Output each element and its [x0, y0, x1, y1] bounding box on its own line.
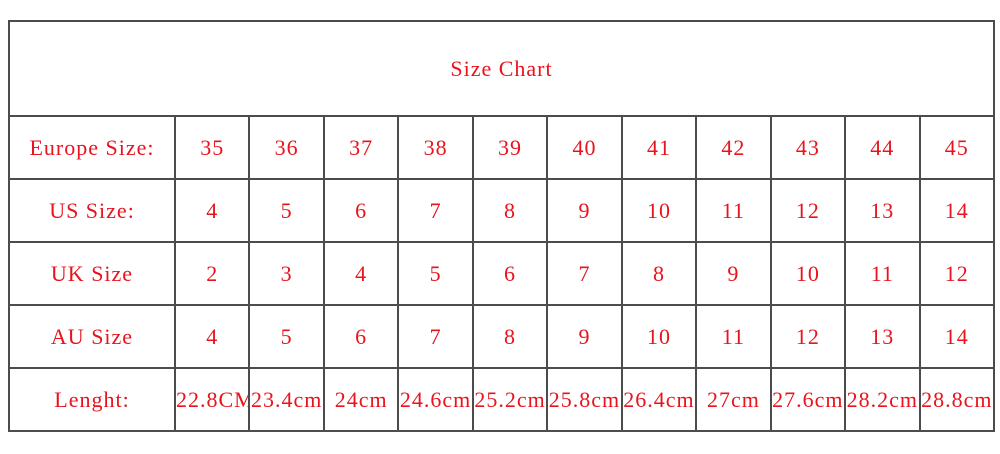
size-cell: 9 — [546, 178, 623, 243]
size-cell: 40 — [546, 115, 623, 180]
size-cell: 2 — [173, 241, 251, 306]
table-row: US Size: 4 5 6 7 8 9 10 11 12 13 14 — [8, 178, 996, 243]
row-label: UK Size — [8, 241, 176, 306]
size-cell: 9 — [546, 304, 623, 369]
size-cell: 12 — [918, 241, 996, 306]
size-cell: 10 — [769, 241, 847, 306]
size-cell: 7 — [397, 178, 474, 243]
size-cell: 6 — [322, 178, 400, 243]
size-cell: 38 — [397, 115, 474, 180]
size-cell: 7 — [546, 241, 623, 306]
row-label: Lenght: — [8, 367, 176, 432]
size-cell: 42 — [695, 115, 772, 180]
size-cell: 5 — [397, 241, 474, 306]
size-cell: 36 — [248, 115, 325, 180]
size-cell: 25.8cm — [546, 367, 623, 432]
table-row: AU Size 4 5 6 7 8 9 10 11 12 13 14 — [8, 304, 996, 369]
size-cell: 13 — [844, 178, 921, 243]
size-cell: 4 — [173, 304, 251, 369]
size-cell: 5 — [248, 178, 325, 243]
size-cell: 13 — [844, 304, 921, 369]
size-cell: 28.2cm — [844, 367, 921, 432]
table-row: Europe Size: 35 36 37 38 39 40 41 42 43 44 45 — [8, 115, 996, 180]
row-label: Europe Size: — [8, 115, 176, 180]
size-cell: 37 — [322, 115, 400, 180]
size-cell: 12 — [769, 304, 847, 369]
size-cell: 8 — [471, 304, 549, 369]
size-cell: 27.6cm — [769, 367, 847, 432]
size-cell: 39 — [471, 115, 549, 180]
row-label: AU Size — [8, 304, 176, 369]
size-cell: 8 — [471, 178, 549, 243]
size-chart-table: Size Chart Europe Size: 35 36 37 38 39 40 41 42 4… — [8, 20, 996, 432]
size-cell: 41 — [620, 115, 698, 180]
size-cell: 8 — [620, 241, 698, 306]
table-row: UK Size 2 3 4 5 6 7 8 9 10 11 12 — [8, 241, 996, 306]
size-cell: 25.2cm — [471, 367, 549, 432]
size-cell: 44 — [844, 115, 921, 180]
size-cell: 5 — [248, 304, 325, 369]
size-cell: 11 — [695, 178, 772, 243]
size-cell: 12 — [769, 178, 847, 243]
size-cell: 3 — [248, 241, 325, 306]
size-cell: 10 — [620, 178, 698, 243]
size-cell: 23.4cm — [248, 367, 325, 432]
size-cell: 26.4cm — [620, 367, 698, 432]
size-cell: 35 — [173, 115, 251, 180]
table-row: Lenght: 22.8CM 23.4cm 24cm 24.6cm 25.2cm 25.8c… — [8, 367, 996, 432]
size-cell: 6 — [471, 241, 549, 306]
title-row: Size Chart — [8, 20, 995, 117]
page-title: Size Chart — [8, 20, 995, 117]
size-cell: 43 — [769, 115, 847, 180]
size-cell: 4 — [322, 241, 400, 306]
size-cell: 45 — [918, 115, 996, 180]
size-cell: 11 — [695, 304, 772, 369]
size-cell: 7 — [397, 304, 474, 369]
size-cell: 22.8CM — [173, 367, 251, 432]
size-cell: 14 — [918, 178, 996, 243]
size-cell: 14 — [918, 304, 996, 369]
size-cell: 10 — [620, 304, 698, 369]
row-label: US Size: — [8, 178, 176, 243]
size-cell: 24cm — [322, 367, 400, 432]
size-cell: 9 — [695, 241, 772, 306]
size-cell: 24.6cm — [397, 367, 474, 432]
size-cell: 28.8cm — [918, 367, 996, 432]
size-cell: 11 — [844, 241, 921, 306]
size-cell: 4 — [173, 178, 251, 243]
size-cell: 6 — [322, 304, 400, 369]
size-cell: 27cm — [695, 367, 772, 432]
